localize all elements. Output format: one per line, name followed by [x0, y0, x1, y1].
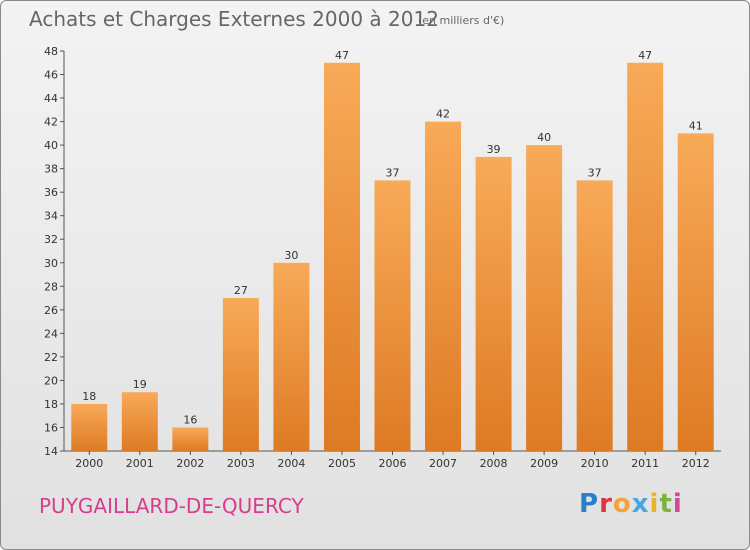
bar-value-label: 47 [638, 49, 652, 62]
x-tick-label: 2005 [328, 457, 356, 470]
bar [172, 427, 209, 451]
chart-subtitle: (en milliers d'€) [418, 14, 505, 27]
x-tick-label: 2006 [379, 457, 407, 470]
x-tick-label: 2001 [126, 457, 154, 470]
bar [627, 62, 664, 451]
y-tick-label: 42 [44, 116, 58, 129]
logo-letter: i [672, 489, 683, 519]
chart-axes: 14 16 18 20 22 24 26 28 30 32 34 36 38 40 42 44 46 48 2000… [44, 45, 721, 470]
y-tick-label: 32 [44, 233, 58, 246]
y-tick-label: 40 [44, 139, 58, 152]
bar [323, 62, 360, 451]
proxiti-logo: Proxiti [579, 489, 683, 519]
y-tick-label: 18 [44, 398, 58, 411]
logo-letter: x [631, 489, 650, 519]
logo-letter: t [659, 489, 673, 519]
y-tick-label: 20 [44, 374, 58, 387]
y-tick-label: 14 [44, 445, 58, 458]
bar [576, 180, 613, 452]
chart-title: Achats et Charges Externes 2000 à 2012 [29, 7, 439, 31]
y-tick-label: 30 [44, 257, 58, 270]
bar-value-label: 30 [284, 249, 298, 262]
logo-letter: i [649, 489, 660, 519]
bar-value-label: 47 [335, 49, 349, 62]
bar-value-label: 37 [588, 166, 602, 179]
bar [677, 133, 714, 451]
y-tick-label: 28 [44, 280, 58, 293]
bar-value-label: 19 [133, 378, 147, 391]
y-tick-label: 36 [44, 186, 58, 199]
bar-value-label: 18 [82, 390, 96, 403]
y-tick-label: 24 [44, 327, 58, 340]
y-tick-label: 44 [44, 92, 58, 105]
x-tick-label: 2011 [631, 457, 659, 470]
x-tick-label: 2009 [530, 457, 558, 470]
x-tick-label: 2000 [75, 457, 103, 470]
y-tick-label: 48 [44, 45, 58, 58]
x-tick-label: 2010 [581, 457, 609, 470]
y-tick-label: 26 [44, 304, 58, 317]
bar [222, 298, 259, 451]
y-tick-label: 38 [44, 163, 58, 176]
bar [273, 262, 310, 451]
bar-value-label: 42 [436, 108, 450, 121]
logo-letter: r [599, 489, 613, 519]
bar-value-label: 41 [689, 119, 703, 132]
x-tick-label: 2007 [429, 457, 457, 470]
bar [374, 180, 411, 452]
x-tick-label: 2002 [176, 457, 204, 470]
bar-value-label: 16 [183, 413, 197, 426]
y-tick-label: 34 [44, 210, 58, 223]
x-tick-label: 2008 [480, 457, 508, 470]
y-tick-label: 46 [44, 69, 58, 82]
bar [526, 145, 563, 451]
y-tick-label: 22 [44, 351, 58, 364]
chart-bars [71, 62, 714, 452]
bar [425, 121, 462, 452]
logo-letter: o [612, 489, 632, 519]
bar [71, 403, 108, 451]
x-tick-label: 2004 [277, 457, 305, 470]
chart-data-labels: 18 19 16 27 30 47 37 42 39 40 37 47 41 [82, 49, 702, 427]
commune-name: PUYGAILLARD-DE-QUERCY [39, 494, 304, 518]
y-tick-label: 16 [44, 421, 58, 434]
logo-letter: P [579, 489, 600, 519]
x-tick-label: 2012 [682, 457, 710, 470]
bar-value-label: 40 [537, 131, 551, 144]
bar-value-label: 27 [234, 284, 248, 297]
x-tick-label: 2003 [227, 457, 255, 470]
bar-value-label: 39 [487, 143, 501, 156]
bar-value-label: 37 [386, 166, 400, 179]
bar [475, 156, 512, 451]
bar [121, 392, 158, 451]
